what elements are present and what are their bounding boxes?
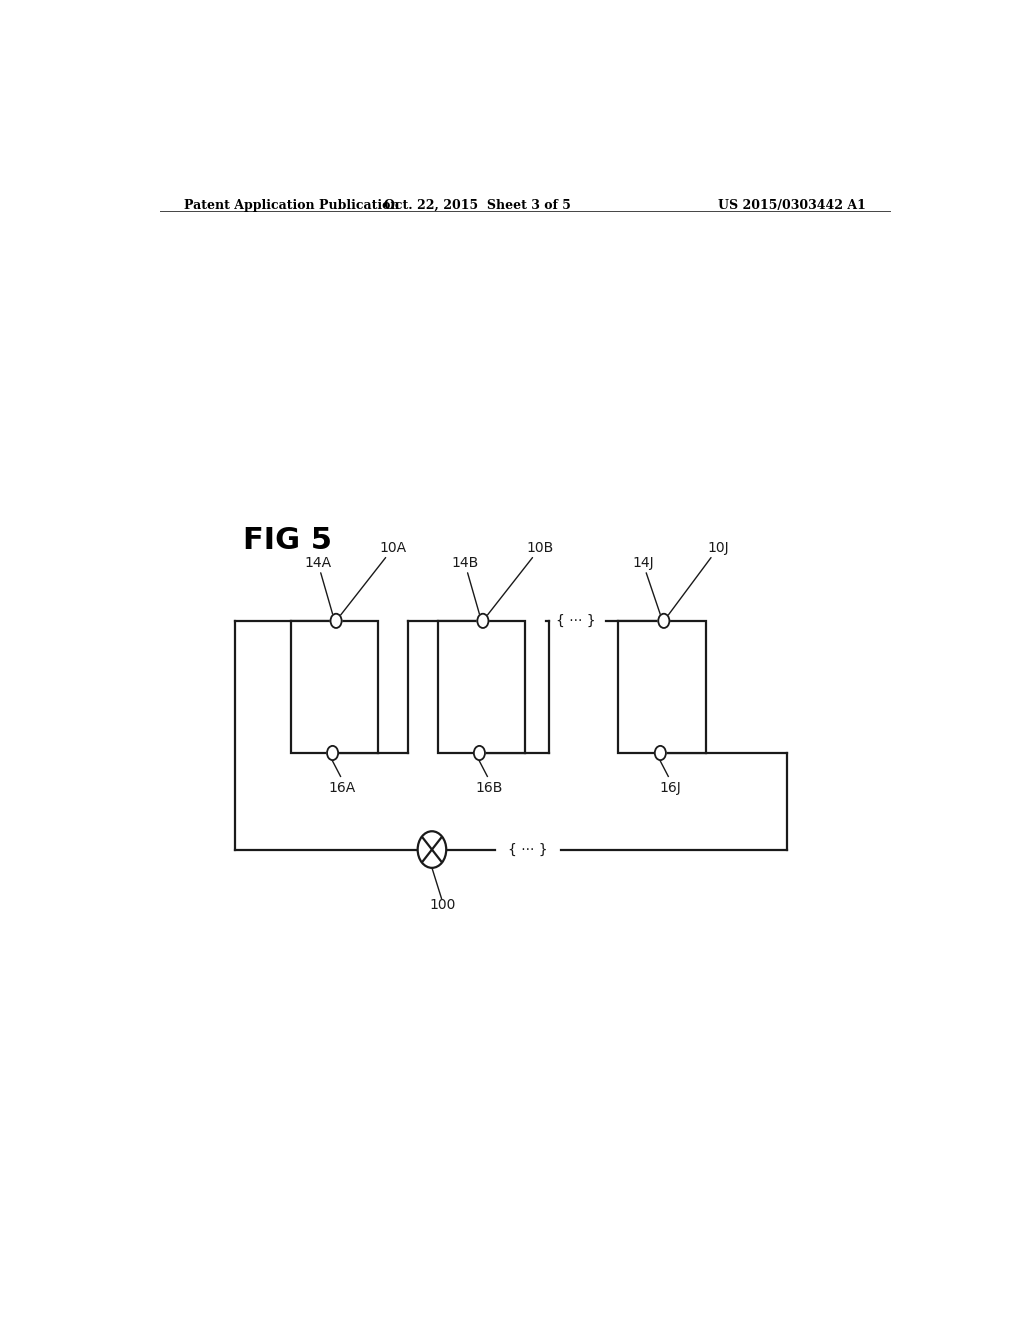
Text: 16J: 16J: [659, 781, 681, 796]
Text: 16A: 16A: [329, 781, 355, 796]
Text: 10A: 10A: [339, 541, 407, 618]
Text: Patent Application Publication: Patent Application Publication: [183, 199, 399, 213]
Text: FIG 5: FIG 5: [243, 525, 332, 554]
Circle shape: [327, 746, 338, 760]
Text: { ··· }: { ··· }: [508, 842, 548, 857]
Text: US 2015/0303442 A1: US 2015/0303442 A1: [718, 199, 866, 213]
Text: 10B: 10B: [485, 541, 554, 618]
Text: 10J: 10J: [667, 541, 729, 618]
Bar: [618, 620, 706, 752]
Text: Oct. 22, 2015  Sheet 3 of 5: Oct. 22, 2015 Sheet 3 of 5: [384, 199, 570, 213]
Bar: [291, 620, 378, 752]
Circle shape: [658, 614, 670, 628]
Circle shape: [418, 832, 446, 867]
Text: 100: 100: [430, 899, 457, 912]
Circle shape: [474, 746, 485, 760]
Circle shape: [331, 614, 342, 628]
Text: 16B: 16B: [475, 781, 503, 796]
Text: 14A: 14A: [304, 556, 334, 618]
Circle shape: [477, 614, 488, 628]
Text: 14B: 14B: [452, 556, 480, 618]
Circle shape: [654, 746, 666, 760]
Text: 14J: 14J: [632, 556, 662, 618]
Text: { ··· }: { ··· }: [556, 614, 596, 628]
Bar: [437, 620, 524, 752]
